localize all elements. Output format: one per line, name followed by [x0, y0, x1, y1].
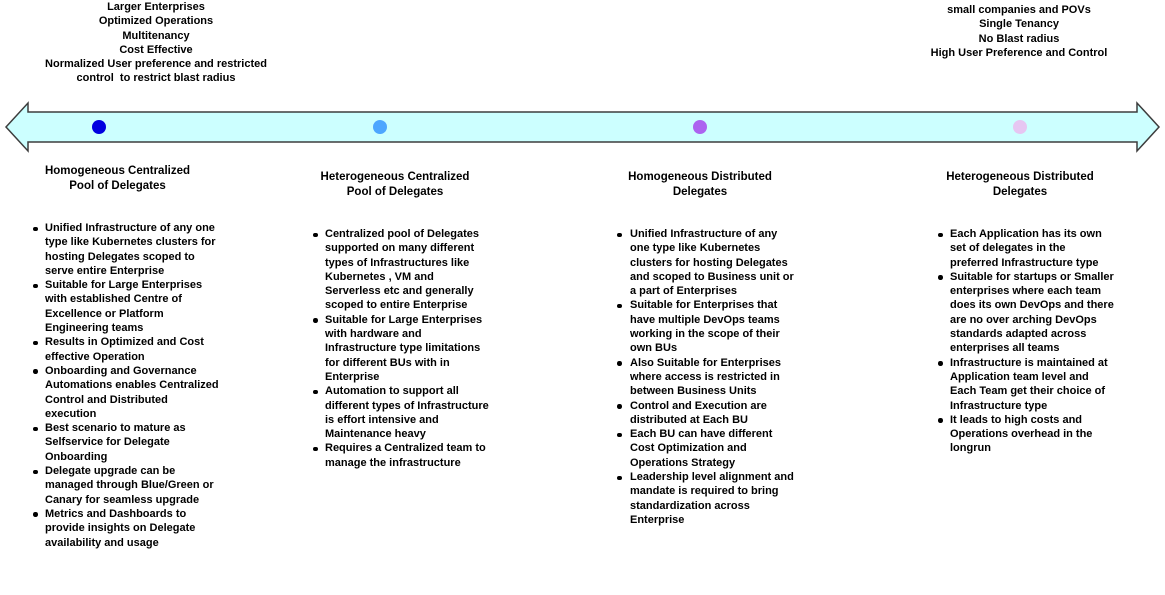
column-heading: Homogeneous Distributed Delegates [628, 171, 772, 198]
column-heading: Homogeneous Centralized Pool of Delegate… [44, 165, 191, 192]
column-heading: Heterogeneous Centralized Pool of Delega… [320, 171, 470, 198]
list-item: Also Suitable for Enterprises where acce… [605, 356, 795, 399]
column-heterogeneous-centralized: Heterogeneous Centralized Pool of Delega… [300, 164, 490, 470]
list-item: Suitable for startups or Smaller enterpr… [925, 270, 1115, 356]
list-item: Results in Optimized and Cost effective … [15, 335, 220, 364]
list-item: Suitable for Large Enterprises with esta… [15, 278, 220, 335]
list-item: Suitable for Large Enterprises with hard… [300, 313, 490, 384]
column-heading: Heterogeneous Distributed Delegates [946, 171, 1094, 198]
list-item: It leads to high costs and Operations ov… [925, 413, 1115, 456]
list-item: Onboarding and Governance Automations en… [15, 364, 220, 421]
bullet-list: Centralized pool of Delegates supported … [300, 227, 490, 470]
list-item: Delegate upgrade can be managed through … [15, 464, 220, 507]
column-heterogeneous-distributed: Heterogeneous Distributed Delegates Each… [925, 164, 1115, 456]
column-homogeneous-distributed: Homogeneous Distributed Delegates Unifie… [605, 164, 795, 527]
list-item: Leadership level alignment and mandate i… [605, 470, 795, 527]
spectrum-dot-heterogeneous-centralized [373, 120, 387, 134]
column-homogeneous-centralized: Homogeneous Centralized Pool of Delegate… [15, 164, 220, 550]
bullet-list: Each Application has its own set of dele… [925, 227, 1115, 456]
spectrum-dot-heterogeneous-distributed [1013, 120, 1027, 134]
list-item: Each Application has its own set of dele… [925, 227, 1115, 270]
bullet-list: Unified Infrastructure of any one type l… [15, 221, 220, 550]
right-end-summary: small companies and POVs Single Tenancy … [930, 4, 1108, 59]
list-item: Infrastructure is maintained at Applicat… [925, 356, 1115, 413]
bullet-list: Unified Infrastructure of any one type l… [605, 227, 795, 527]
list-item: Unified Infrastructure of any one type l… [605, 227, 795, 298]
list-item: Centralized pool of Delegates supported … [300, 227, 490, 313]
double-arrow-shape [4, 101, 1161, 153]
list-item: Automation to support all different type… [300, 384, 490, 441]
list-item: Control and Execution are distributed at… [605, 399, 795, 428]
list-item: Requires a Centralized team to manage th… [300, 441, 490, 470]
list-item: Metrics and Dashboards to provide insigh… [15, 507, 220, 550]
list-item: Suitable for Enterprises that have multi… [605, 298, 795, 355]
list-item: Best scenario to mature as Selfservice f… [15, 421, 220, 464]
spectrum-arrow [0, 98, 1165, 158]
spectrum-dot-homogeneous-distributed [693, 120, 707, 134]
list-item: Unified Infrastructure of any one type l… [15, 221, 220, 278]
spectrum-dot-homogeneous-centralized [92, 120, 106, 134]
list-item: Each BU can have different Cost Optimiza… [605, 427, 795, 470]
left-end-summary: Larger Enterprises Optimized Operations … [45, 1, 267, 85]
